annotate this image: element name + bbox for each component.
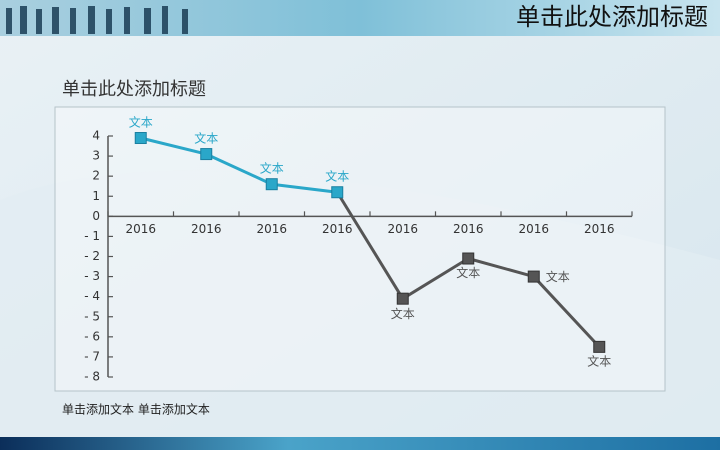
x-tick-label: 2016	[518, 222, 549, 236]
data-label: 文本	[546, 269, 570, 284]
y-tick-label: - 8	[84, 370, 100, 384]
y-tick-label: 1	[92, 189, 100, 203]
marker	[134, 132, 147, 145]
data-label: 文本	[129, 115, 153, 130]
silhouettes	[6, 6, 188, 34]
x-tick-label: 2016	[387, 222, 418, 236]
y-tick-label: - 5	[84, 309, 100, 323]
marker	[396, 292, 409, 305]
line-segment	[401, 257, 470, 300]
x-tick-label: 2016	[322, 222, 353, 236]
data-label: 文本	[325, 169, 349, 184]
footer-bar	[0, 437, 720, 450]
marker	[527, 270, 540, 283]
line-segment	[335, 191, 405, 300]
data-label: 文本	[456, 265, 480, 280]
x-tick-label: 2016	[256, 222, 287, 236]
x-tick-label: 2016	[453, 222, 484, 236]
y-tick-label: 0	[92, 209, 100, 223]
y-tick-label: - 7	[84, 349, 100, 363]
line-segment	[205, 152, 273, 186]
slide-title: 单击此处添加标题	[516, 3, 708, 31]
marker	[200, 148, 213, 161]
x-tick-label: 2016	[191, 222, 222, 236]
y-tick-label: 2	[92, 169, 100, 183]
line-segment	[140, 136, 207, 156]
line-segment	[532, 275, 601, 348]
marker	[462, 252, 475, 265]
data-label: 文本	[260, 161, 284, 176]
y-tick-label: - 4	[84, 289, 100, 303]
data-label: 文本	[194, 131, 218, 146]
line-segment	[271, 182, 338, 194]
heading: 单击此处添加标题	[62, 79, 206, 100]
marker	[265, 178, 278, 191]
x-tick-label: 2016	[125, 222, 156, 236]
data-label: 文本	[587, 353, 611, 368]
y-tick-label: - 6	[84, 329, 100, 343]
y-tick-label: 4	[92, 129, 100, 143]
line-segment	[467, 257, 535, 279]
header-bar	[0, 0, 720, 36]
y-tick-label: - 3	[84, 269, 100, 283]
decor	[0, 170, 720, 450]
marker	[593, 340, 606, 353]
chart: 4 3 2 1 0 - 1 - 2 - 3 - 4 - 5 - 6 - 7 - 8 2016 2016 201…	[84, 115, 633, 384]
y-tick-label: 3	[92, 149, 100, 163]
data-label: 文本	[391, 306, 415, 321]
marker	[331, 186, 344, 199]
chart-frame	[54, 106, 666, 392]
x-tick-label: 2016	[584, 222, 615, 236]
y-tick-label: - 1	[84, 229, 100, 243]
y-tick-label: - 2	[84, 249, 100, 263]
footer-text: 单击添加文本 单击添加文本	[62, 402, 210, 417]
